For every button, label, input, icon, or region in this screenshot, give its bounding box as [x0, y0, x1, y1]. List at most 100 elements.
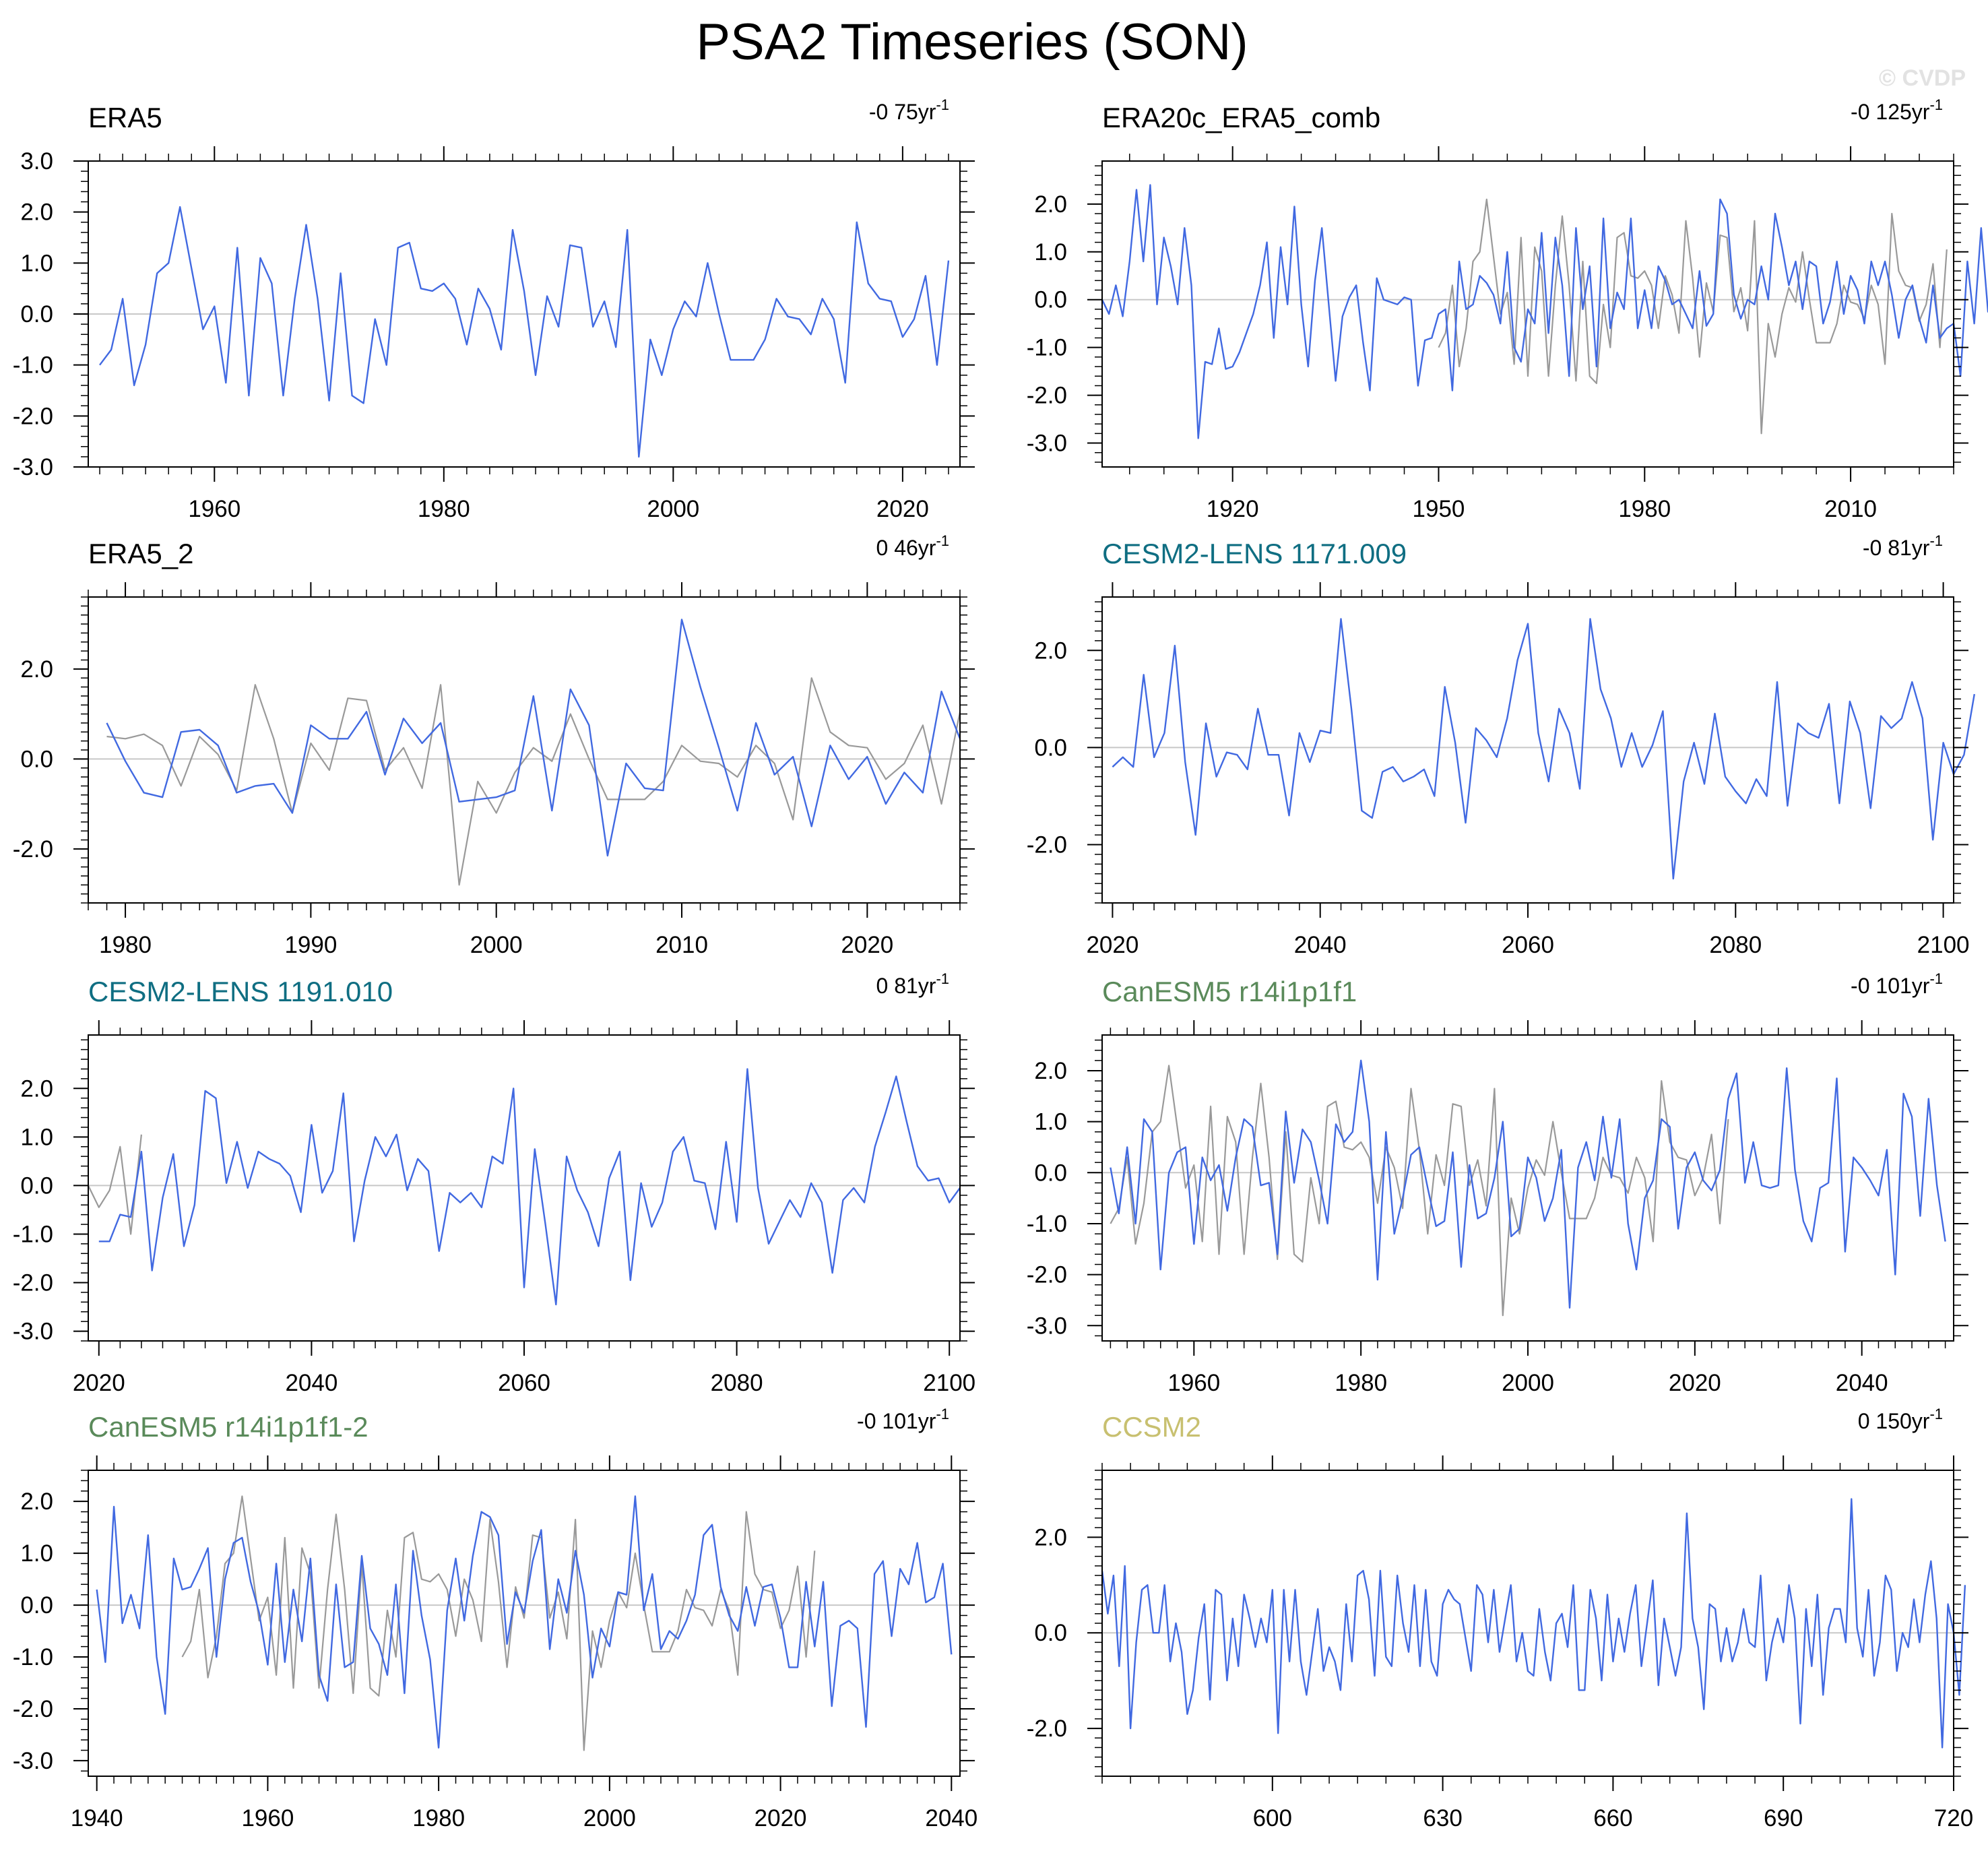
x-tick-label: 2100: [1917, 932, 1970, 958]
x-tick-label: 1980: [99, 932, 152, 958]
y-tick-label: 1.0: [20, 1124, 53, 1150]
y-tick-label: 3.0: [20, 148, 53, 175]
x-tick-label: 1960: [1167, 1370, 1220, 1396]
x-tick-label: 2020: [841, 932, 893, 958]
panel-5: 2020 2040 2060 2080 2100 -3.0 -2.0 -1.0 0.0 1.0 2.…: [13, 970, 975, 1396]
x-tick-label: 2060: [1502, 932, 1554, 958]
y-tick-label: -2.0: [13, 1696, 53, 1722]
y-tick-label: 0.0: [20, 1592, 53, 1619]
y-tick-label: -2.0: [13, 836, 53, 862]
y-tick-label: 0.0: [20, 746, 53, 772]
trend-label: -0 101yr-1: [1851, 970, 1943, 998]
y-tick-label: 2.0: [1034, 191, 1067, 218]
panel-title: CCSM2: [1102, 1411, 1201, 1443]
y-tick-label: -3.0: [13, 1319, 53, 1345]
y-tick-label: -1.0: [13, 352, 53, 379]
watermark: © CVDP: [1879, 65, 1966, 91]
trend-label: -0 125yr-1: [1851, 96, 1943, 124]
y-tick-label: 2.0: [20, 1488, 53, 1515]
panel-4: 2020 2040 2060 2080 2100 -2.0 0.0 2.0 CESM2-LENS…: [1027, 532, 1975, 958]
trend-label: -0 75yr-1: [869, 96, 949, 124]
x-tick-label: 2020: [755, 1805, 807, 1831]
series-line-primary: [96, 1495, 953, 1749]
x-tick-label: 2020: [73, 1370, 125, 1396]
series-line-primary: [1112, 618, 1975, 880]
x-tick-label: 1950: [1413, 496, 1465, 522]
x-tick-label: 1920: [1207, 496, 1259, 522]
series-line-secondary: [181, 1495, 816, 1751]
panel-title: CanESM5 r14i1p1f1: [1102, 976, 1357, 1007]
panel-title: ERA5_2: [88, 538, 193, 569]
x-tick-label: 2020: [1086, 932, 1139, 958]
y-tick-label: 2.0: [1034, 1524, 1067, 1550]
x-tick-label: 2020: [876, 496, 929, 522]
series-line-primary: [1110, 1059, 1946, 1309]
series-line-secondary: [88, 1134, 142, 1235]
y-tick-label: 0.0: [1034, 287, 1067, 313]
series-line-primary: [106, 619, 961, 857]
y-tick-label: -2.0: [1027, 1262, 1067, 1288]
y-tick-label: 0.0: [1034, 1160, 1067, 1186]
panels: 1960 1980 2000 2020 -3.0 -2.0 -1.0 0.0 1.0 2.0 3.0…: [13, 96, 1988, 1831]
y-tick-label: -2.0: [1027, 832, 1067, 858]
y-tick-label: 2.0: [20, 656, 53, 683]
panel-3: 1980 1990 2000 2010 2020 -2.0 0.0 2.0 ERA5_2 0 46…: [13, 532, 975, 958]
trend-label: 0 81yr-1: [876, 970, 950, 998]
y-tick-label: -3.0: [1027, 431, 1067, 457]
figure-title: PSA2 Timeseries (SON): [696, 13, 1248, 71]
x-tick-label: 2100: [923, 1370, 975, 1396]
panel-6: 1960 1980 2000 2020 2040 -3.0 -2.0 -1.0 0.0 1.0 2.…: [1027, 970, 1968, 1396]
x-tick-label: 2040: [925, 1805, 977, 1831]
x-tick-label: 2000: [647, 496, 699, 522]
x-tick-label: 2010: [1824, 496, 1877, 522]
series-line-primary: [99, 206, 950, 458]
series-line-primary: [98, 1068, 961, 1306]
x-tick-label: 1940: [71, 1805, 123, 1831]
x-tick-label: 1960: [188, 496, 241, 522]
panel-7: 1940 1960 1980 2000 2020 2040 -3.0 -2.0 -1.0 0.0 1…: [13, 1406, 978, 1831]
y-tick-label: -2.0: [1027, 1716, 1067, 1742]
x-tick-label: 1980: [418, 496, 470, 522]
y-tick-label: -1.0: [13, 1221, 53, 1247]
y-tick-label: 2.0: [20, 199, 53, 226]
x-tick-label: 600: [1253, 1805, 1292, 1831]
x-tick-label: 1980: [1618, 496, 1671, 522]
y-tick-label: -2.0: [13, 403, 53, 429]
x-tick-label: 2020: [1669, 1370, 1721, 1396]
panel-title: CanESM5 r14i1p1f1-2: [88, 1411, 368, 1443]
y-tick-label: -1.0: [1027, 335, 1067, 361]
x-tick-label: 630: [1423, 1805, 1462, 1831]
panel-title: CESM2-LENS 1191.010: [88, 976, 393, 1007]
panel-1: 1960 1980 2000 2020 -3.0 -2.0 -1.0 0.0 1.0 2.0 3.0…: [13, 96, 975, 522]
x-tick-label: 1980: [1335, 1370, 1387, 1396]
panel-title: ERA5: [88, 102, 162, 133]
y-tick-label: 0.0: [1034, 734, 1067, 761]
y-tick-label: -3.0: [13, 1748, 53, 1774]
y-tick-label: -1.0: [13, 1644, 53, 1670]
x-tick-label: 2000: [583, 1805, 636, 1831]
panel-title: CESM2-LENS 1171.009: [1102, 538, 1407, 569]
series-line-primary: [1101, 184, 1988, 439]
trend-label: 0 150yr-1: [1858, 1406, 1943, 1433]
y-tick-label: 1.0: [1034, 239, 1067, 265]
x-tick-label: 1980: [412, 1805, 465, 1831]
x-tick-label: 2080: [711, 1370, 763, 1396]
y-tick-label: -2.0: [1027, 383, 1067, 409]
y-tick-label: -3.0: [13, 454, 53, 480]
trend-label: 0 46yr-1: [876, 532, 950, 560]
panel-title: ERA20c_ERA5_comb: [1102, 102, 1380, 133]
x-tick-label: 1990: [284, 932, 337, 958]
y-tick-label: -3.0: [1027, 1313, 1067, 1339]
trend-label: -0 81yr-1: [1863, 532, 1943, 560]
y-tick-label: 1.0: [20, 1540, 53, 1567]
panel-2: 1920 1950 1980 2010 -3.0 -2.0 -1.0 0.0 1.0 2.0 ERA…: [1027, 96, 1988, 522]
y-tick-label: 0.0: [20, 1172, 53, 1199]
x-tick-label: 2000: [1502, 1370, 1554, 1396]
y-tick-label: 2.0: [1034, 637, 1067, 664]
x-tick-label: 690: [1764, 1805, 1803, 1831]
x-tick-label: 2040: [285, 1370, 338, 1396]
x-tick-label: 2040: [1294, 932, 1347, 958]
y-tick-label: 0.0: [20, 301, 53, 327]
y-tick-label: 2.0: [1034, 1058, 1067, 1084]
x-tick-label: 2000: [470, 932, 523, 958]
